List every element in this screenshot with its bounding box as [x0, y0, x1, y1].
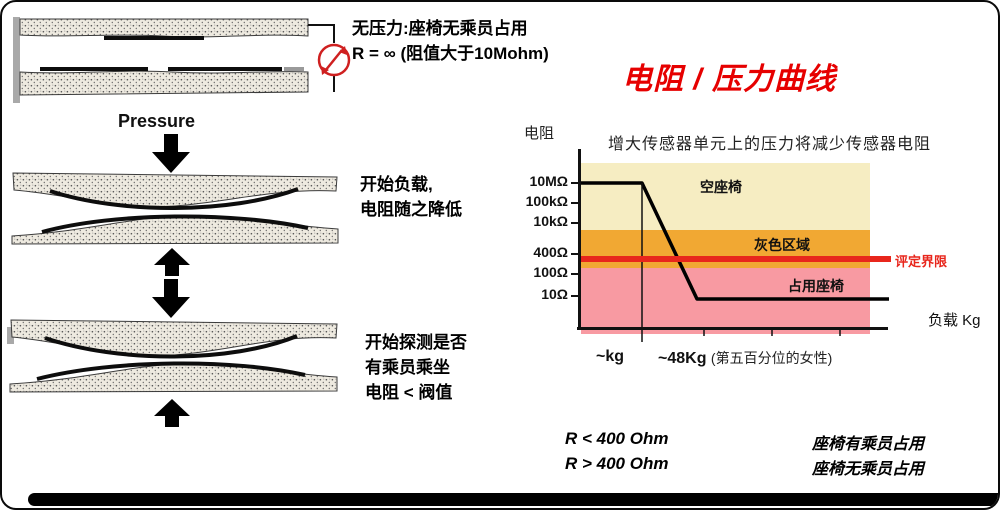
sensor-top-layer: [19, 18, 309, 38]
state-line: 无压力:座椅无乘员占用: [352, 19, 528, 38]
state-line: 开始探测是否: [365, 333, 467, 352]
x-tick-48kg-note: (第五百分位的女性): [710, 350, 833, 366]
y-tick-10M: 10MΩ: [529, 173, 568, 189]
y-axis-title: 电阻: [524, 125, 555, 142]
x-tick-label-48kg: ~48Kg (第五百分位的女性): [658, 348, 832, 368]
sensor-bottom-layer: [11, 215, 339, 245]
evaluation-threshold-line: [580, 256, 891, 262]
x-axis-title: 负载 Kg: [928, 312, 981, 329]
state-line: 开始负载,: [360, 175, 433, 194]
bottom-electrode: [41, 214, 309, 234]
sensor-top-layer: [12, 172, 338, 208]
state-line: 电阻 < 阀值: [365, 383, 453, 402]
meter-wire-top: [308, 24, 335, 43]
up-arrow-icon: [154, 399, 190, 427]
zone-label-occupied-seat: 占用座椅: [788, 278, 844, 294]
bottom-electrode-left: [40, 67, 148, 71]
y-tick-mark: [571, 182, 579, 184]
legend-condition-empty: R > 400 Ohm: [565, 454, 669, 473]
zone-label-gray-area: 灰色区域: [754, 237, 810, 253]
chart-title: 电阻 / 压力曲线: [622, 63, 837, 96]
bottom-spacer: [284, 67, 304, 71]
top-electrode: [44, 334, 298, 359]
x-axis-line: [577, 327, 888, 330]
y-tick-400: 400Ω: [533, 244, 568, 260]
state-no-pressure-text: 无压力:座椅无乘员占用 R = ∞ (阻值大于10Mohm): [352, 16, 549, 66]
y-axis-line: [578, 149, 581, 330]
x-tick-label-kg: ~kg: [596, 348, 625, 365]
state-load-start-text: 开始负载, 电阻随之降低: [360, 172, 462, 222]
legend-condition-occupied: R < 400 Ohm: [565, 429, 669, 448]
state-line: 电阻随之降低: [360, 200, 462, 219]
state-line: 有乘员乘坐: [365, 358, 450, 377]
wall-mount-bar: [7, 327, 14, 344]
y-tick-10: 10Ω: [541, 286, 568, 302]
legend-meaning-occupied: 座椅有乘员占用: [812, 436, 925, 453]
bottom-electrode-right: [168, 67, 282, 71]
evaluation-threshold-label: 评定界限: [895, 254, 948, 269]
down-arrow-icon: [152, 279, 190, 318]
ohmmeter-needle: [324, 49, 343, 72]
sensor-fully-pressed-diagram: [7, 319, 338, 393]
sensor-bottom-layer: [9, 363, 338, 393]
sensor-bottom-layer: [19, 70, 309, 96]
y-tick-100k: 100kΩ: [525, 193, 568, 209]
y-tick-mark: [571, 222, 579, 224]
state-line: R = ∞ (阻值大于10Mohm): [352, 44, 549, 63]
wall-mount-bar: [13, 17, 20, 103]
state-detection-text: 开始探测是否 有乘员乘坐 电阻 < 阀值: [365, 330, 467, 405]
slide-bottom-bar: [28, 493, 998, 506]
y-tick-mark: [571, 202, 579, 204]
legend-meaning-empty: 座椅无乘员占用: [812, 461, 925, 478]
y-tick-100: 100Ω: [533, 264, 568, 280]
y-tick-mark: [571, 273, 579, 275]
pressure-label: Pressure: [118, 111, 196, 131]
up-arrow-icon: [154, 248, 190, 276]
top-electrode: [104, 36, 204, 40]
needle-arrowhead-bottom: [321, 66, 329, 75]
sensor-partially-pressed-diagram: [11, 172, 339, 245]
zone-label-empty-seat: 空座椅: [700, 179, 742, 195]
chart-annotation: 增大传感器单元上的压力将减少传感器电阻: [608, 136, 932, 153]
sensor-unpressed-diagram: [13, 17, 351, 103]
bottom-electrode: [36, 361, 306, 381]
y-tick-10k: 10kΩ: [533, 213, 568, 229]
down-arrow-icon: [152, 134, 190, 173]
zone-gray-area: [581, 230, 870, 268]
top-electrode: [49, 187, 299, 210]
y-tick-mark: [571, 253, 579, 255]
needle-arrowhead-top: [339, 46, 347, 55]
x-tick-48kg-value: ~48Kg: [658, 350, 707, 367]
y-tick-mark: [571, 295, 579, 297]
